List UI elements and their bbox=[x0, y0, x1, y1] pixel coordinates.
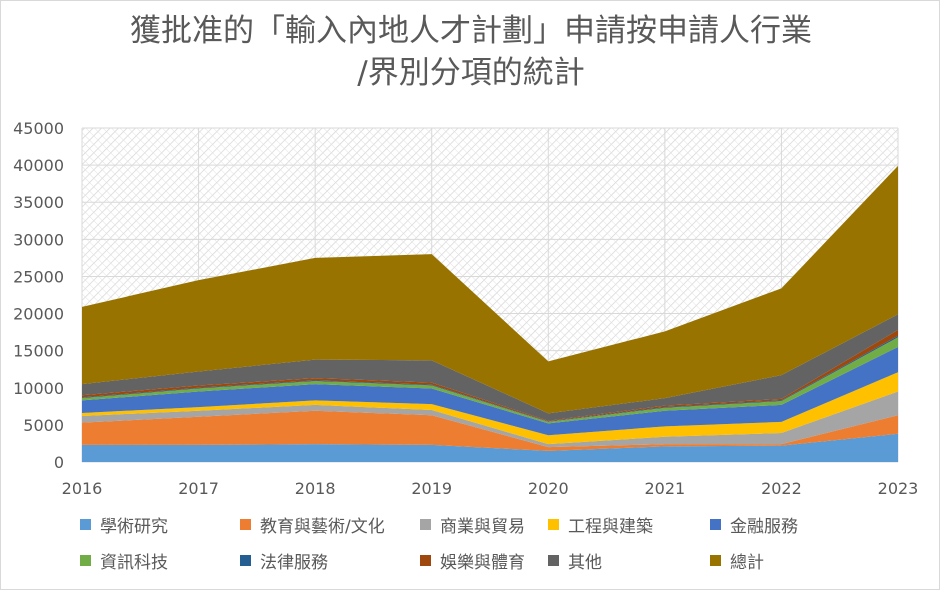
legend-label: 法律服務 bbox=[260, 552, 328, 573]
legend-item: 其他 bbox=[548, 548, 602, 573]
y-tick-label: 35000 bbox=[13, 193, 64, 212]
area-series-2 bbox=[82, 410, 898, 451]
x-tick-label: 2022 bbox=[761, 479, 802, 498]
chart-title-line-1: 獲批准的「輸入內地人才計劃」申請按申請人行業 bbox=[130, 13, 812, 49]
legend-item: 教育與藝術/文化 bbox=[240, 512, 385, 537]
legend-label: 金融服務 bbox=[730, 516, 798, 537]
area-series-1 bbox=[82, 433, 898, 462]
legend-item: 娛樂與體育 bbox=[420, 548, 525, 573]
y-tick-label: 40000 bbox=[13, 156, 64, 175]
x-tick-label: 2019 bbox=[411, 479, 452, 498]
legend-item: 法律服務 bbox=[240, 548, 328, 573]
y-tick-label: 0 bbox=[54, 453, 64, 472]
legend-swatch bbox=[710, 518, 721, 530]
area-series-10 bbox=[82, 165, 898, 414]
legend-label: 學術研究 bbox=[100, 516, 168, 537]
area-series-5 bbox=[82, 346, 898, 436]
area-series-9 bbox=[82, 314, 898, 421]
x-tick-label: 2017 bbox=[178, 479, 219, 498]
y-tick-label: 10000 bbox=[13, 379, 64, 398]
legend-swatch bbox=[420, 554, 431, 566]
legend-swatch bbox=[240, 518, 251, 530]
legend-label: 工程與建築 bbox=[568, 516, 653, 537]
y-tick-label: 15000 bbox=[13, 342, 64, 361]
legend-swatch bbox=[420, 518, 431, 530]
legend-item: 工程與建築 bbox=[548, 512, 653, 537]
legend-label: 總計 bbox=[730, 552, 764, 573]
legend-label: 商業與貿易 bbox=[440, 516, 525, 537]
legend-label: 資訊科技 bbox=[100, 552, 168, 573]
legend-label: 其他 bbox=[568, 552, 602, 573]
legend-swatch bbox=[80, 518, 91, 530]
y-tick-label: 25000 bbox=[13, 267, 64, 286]
area-series-4 bbox=[82, 372, 898, 445]
x-tick-label: 2023 bbox=[878, 479, 919, 498]
legend-item: 金融服務 bbox=[710, 512, 798, 537]
x-tick-label: 2016 bbox=[62, 479, 103, 498]
legend-label: 教育與藝術/文化 bbox=[260, 516, 385, 537]
legend-item: 商業與貿易 bbox=[420, 512, 525, 537]
legend-swatch bbox=[548, 518, 559, 530]
plot-area: 0 5000 10000 15000 20000 25000 30000 35000 40000… bbox=[13, 119, 919, 498]
legend-swatch bbox=[710, 554, 721, 566]
x-tick-label: 2020 bbox=[528, 479, 569, 498]
legend: 學術研究 教育與藝術/文化 商業與貿易 工程與建築 金融服務資訊科技 法律服務 娛樂與體育 其… bbox=[70, 512, 930, 584]
legend-swatch bbox=[80, 554, 91, 566]
legend-swatch bbox=[548, 554, 559, 566]
legend-label: 娛樂與體育 bbox=[440, 552, 525, 573]
legend-item: 資訊科技 bbox=[80, 548, 168, 573]
y-tick-label: 5000 bbox=[23, 416, 64, 435]
chart-title: 獲批准的「輸入內地人才計劃」申請按申請人行業 /界別分項的統計 bbox=[0, 10, 942, 94]
x-tick-label: 2021 bbox=[644, 479, 685, 498]
x-tick-label: 2018 bbox=[295, 479, 336, 498]
chart-title-line-2: /界別分項的統計 bbox=[357, 55, 585, 91]
y-tick-label: 20000 bbox=[13, 305, 64, 324]
y-tick-label: 45000 bbox=[13, 119, 64, 138]
legend-swatch bbox=[240, 554, 251, 566]
y-tick-label: 30000 bbox=[13, 230, 64, 249]
legend-item: 總計 bbox=[710, 548, 764, 573]
legend-item: 學術研究 bbox=[80, 512, 168, 537]
